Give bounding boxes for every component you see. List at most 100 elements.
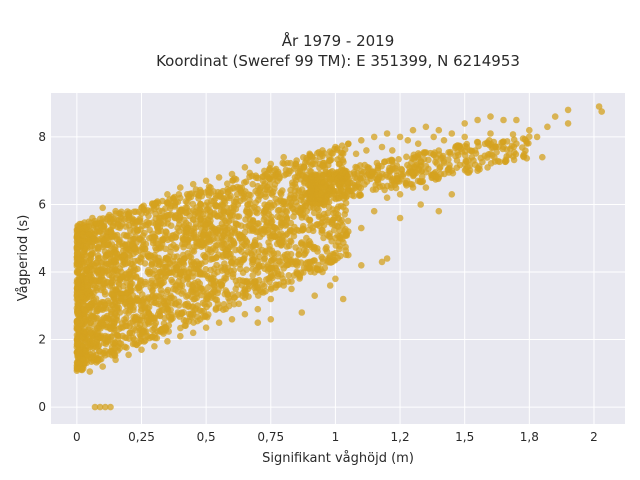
scatter-point: [340, 239, 347, 246]
scatter-point: [200, 252, 207, 259]
scatter-point: [238, 184, 246, 192]
scatter-point: [94, 306, 101, 313]
scatter-point: [202, 266, 210, 273]
scatter-point: [338, 142, 346, 149]
scatter-point: [280, 282, 288, 289]
scatter-point: [114, 223, 122, 231]
scatter-point: [207, 213, 214, 220]
scatter-point: [295, 208, 303, 216]
scatter-point: [539, 153, 546, 161]
scatter-point: [145, 266, 152, 274]
scatter-point: [293, 268, 300, 276]
scatter-point: [147, 284, 154, 291]
scatter-point: [249, 180, 256, 188]
scatter-point: [448, 167, 456, 174]
scatter-point: [301, 164, 308, 171]
scatter-point: [185, 242, 193, 250]
scatter-point: [125, 247, 133, 254]
scatter-point: [134, 265, 141, 273]
y-tick-label: 2: [38, 333, 46, 347]
scatter-point: [90, 235, 98, 242]
scatter-point: [303, 234, 310, 242]
scatter-point: [395, 156, 402, 163]
scatter-point: [512, 150, 520, 158]
scatter-point: [138, 282, 145, 289]
scatter-point: [487, 130, 494, 137]
scatter-point: [345, 228, 352, 235]
scatter-point: [277, 223, 284, 231]
scatter-point: [182, 317, 190, 325]
scatter-point: [248, 251, 256, 258]
scatter-point: [118, 295, 126, 302]
scatter-point: [283, 243, 291, 250]
scatter-point: [313, 190, 320, 198]
scatter-point: [403, 182, 410, 189]
scatter-point: [526, 133, 533, 140]
scatter-point: [273, 267, 281, 275]
scatter-point: [326, 252, 334, 260]
scatter-point: [203, 224, 210, 231]
scatter-point: [245, 191, 253, 198]
scatter-point: [99, 215, 107, 222]
scatter-point: [230, 294, 238, 301]
scatter-point: [357, 176, 365, 183]
scatter-point: [140, 328, 147, 335]
x-tick-label: 0: [73, 430, 81, 444]
scatter-point: [332, 143, 339, 151]
scatter-point: [378, 258, 386, 266]
scatter-point: [217, 192, 224, 200]
scatter-point: [137, 332, 145, 340]
scatter-point: [100, 314, 108, 322]
scatter-point: [135, 297, 142, 304]
scatter-point: [173, 253, 181, 260]
scatter-point: [86, 257, 93, 264]
scatter-point: [114, 279, 122, 286]
scatter-point: [288, 278, 295, 285]
scatter-point: [246, 169, 253, 177]
scatter-point: [477, 154, 485, 162]
scatter-point: [279, 159, 287, 167]
scatter-point: [396, 191, 404, 198]
scatter-point: [91, 403, 99, 411]
scatter-point: [134, 218, 142, 225]
scatter-point: [205, 230, 212, 238]
scatter-point: [350, 192, 358, 200]
scatter-point: [344, 179, 352, 186]
scatter-point: [154, 273, 161, 281]
scatter-point: [255, 276, 263, 284]
scatter-point: [151, 316, 158, 323]
scatter-point: [120, 251, 127, 259]
scatter-point: [311, 292, 319, 300]
scatter-point: [275, 170, 282, 178]
scatter-point: [177, 282, 184, 289]
scatter-point: [287, 238, 295, 246]
scatter-point: [118, 208, 125, 216]
scatter-point: [317, 182, 324, 190]
scatter-point: [200, 210, 207, 218]
scatter-point: [94, 336, 101, 343]
scatter-point: [89, 312, 96, 320]
scatter-point: [222, 251, 230, 258]
scatter-point: [258, 288, 265, 296]
chart-title: År 1979 - 2019: [282, 31, 395, 50]
scatter-point: [184, 292, 192, 299]
scatter-point: [369, 186, 377, 193]
scatter-point: [122, 241, 129, 248]
scatter-point: [241, 229, 249, 236]
scatter-point: [152, 234, 159, 241]
scatter-point: [105, 249, 112, 257]
scatter-point: [254, 157, 262, 164]
scatter-point: [277, 189, 284, 196]
scatter-point: [189, 329, 197, 337]
scatter-point: [254, 283, 261, 290]
scatter-point: [337, 252, 344, 260]
scatter-point: [228, 241, 236, 249]
scatter-point: [292, 194, 299, 201]
scatter-point: [76, 312, 84, 319]
scatter-point: [111, 338, 118, 346]
scatter-point: [99, 204, 106, 212]
scatter-point: [202, 324, 210, 332]
scatter-point: [104, 260, 111, 268]
scatter-point: [157, 286, 165, 294]
scatter-point: [149, 219, 157, 226]
